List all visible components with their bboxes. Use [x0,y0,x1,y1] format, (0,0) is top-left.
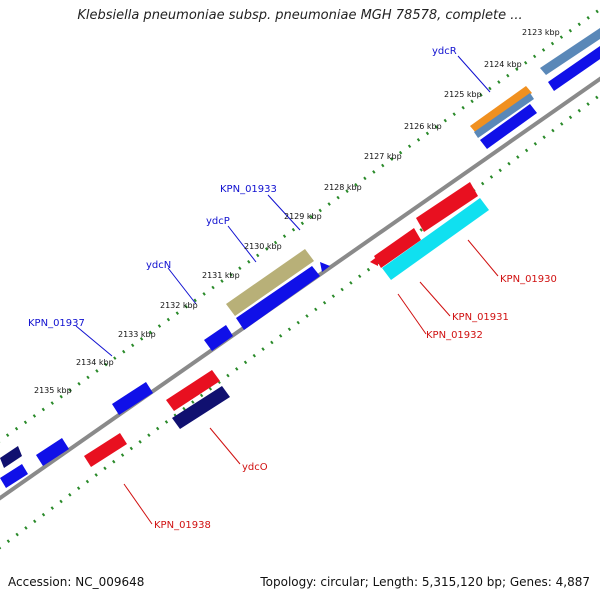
tick-label: 2131 kbp [202,271,240,280]
tick-label: 2133 kbp [118,330,156,339]
accession-text: Accession: NC_009648 [8,575,145,589]
tick-label: 2134 kbp [76,358,114,367]
gene-ydcP-pseudo[interactable] [226,249,314,316]
tick-label: 2129 kbp [284,212,322,221]
leader-KPN_01937 [75,325,113,357]
gene-label-KPN_01933[interactable]: KPN_01933 [220,184,277,195]
gene-KPN_01933[interactable] [236,266,320,330]
tick-label: 2128 kbp [324,183,362,192]
tick-labels: 2123 kbp 2124 kbp 2125 kbp 2126 kbp 2127… [34,28,560,395]
gene-label-KPN_01931[interactable]: KPN_01931 [452,312,509,323]
gene-orange[interactable] [470,86,532,133]
gene-KPN_01932-cyan[interactable] [382,198,489,280]
leader-KPN_01932 [397,293,427,335]
leader-KPN_01931 [419,281,451,317]
gene-ydcO-navy[interactable] [172,386,230,429]
gene-forward-tip[interactable] [320,262,330,272]
leader-KPN_01938 [123,483,153,525]
gene-label-ydcO[interactable]: ydcO [242,462,268,473]
leader-KPN_01930 [467,239,499,277]
tick-label: 2130 kbp [244,242,282,251]
forward-genes [0,28,600,488]
gene-label-ydcP[interactable]: ydcP [206,216,230,227]
leader-ydcN [167,267,197,305]
reverse-genes [84,182,489,467]
leader-ydcR [457,55,491,93]
tick-label: 2135 kbp [34,386,72,395]
gene-labels: ydcR KPN_01933 ydcP ydcN KPN_01937 KPN_0… [28,46,557,531]
gene-label-KPN_01930[interactable]: KPN_01930 [500,274,557,285]
gene-ydcN[interactable] [204,325,233,351]
label-leaders [75,55,499,525]
tick-label: 2132 kbp [160,301,198,310]
leader-ydcO [209,427,241,465]
topology-summary: Topology: circular; Length: 5,315,120 bp… [260,575,590,589]
gene-forward-a[interactable] [548,46,600,91]
leader-KPN_01933 [267,194,301,231]
gene-label-KPN_01937[interactable]: KPN_01937 [28,318,85,329]
gene-forward-b[interactable] [480,104,537,149]
tick-label: 2127 kbp [364,152,402,161]
gene-KPN_01931-red[interactable] [374,228,421,268]
gene-forward-c[interactable] [36,438,69,466]
gene-KPN_01930-red[interactable] [416,182,478,232]
gene-label-KPN_01932[interactable]: KPN_01932 [426,330,483,341]
gene-ydcR-steel[interactable] [540,28,600,75]
gene-KPN_01938[interactable] [84,433,127,467]
tick-track-inner [0,93,600,550]
gene-label-ydcN[interactable]: ydcN [146,260,171,271]
gene-steel-b[interactable] [474,93,534,138]
gene-reverse-tip[interactable] [370,256,378,266]
gene-ydcO-red[interactable] [166,370,220,411]
map-title: Klebsiella pneumoniae subsp. pneumoniae … [77,8,523,23]
gene-forward-e[interactable] [0,464,28,488]
gene-KPN_01937[interactable] [112,382,153,415]
tick-label: 2123 kbp [522,28,560,37]
tick-label: 2124 kbp [484,60,522,69]
tick-label: 2125 kbp [444,90,482,99]
tick-label: 2126 kbp [404,122,442,131]
gene-forward-d[interactable] [0,446,22,468]
gene-label-ydcR[interactable]: ydcR [432,46,457,57]
gene-label-KPN_01938[interactable]: KPN_01938 [154,520,211,531]
leader-ydcP [227,225,257,263]
